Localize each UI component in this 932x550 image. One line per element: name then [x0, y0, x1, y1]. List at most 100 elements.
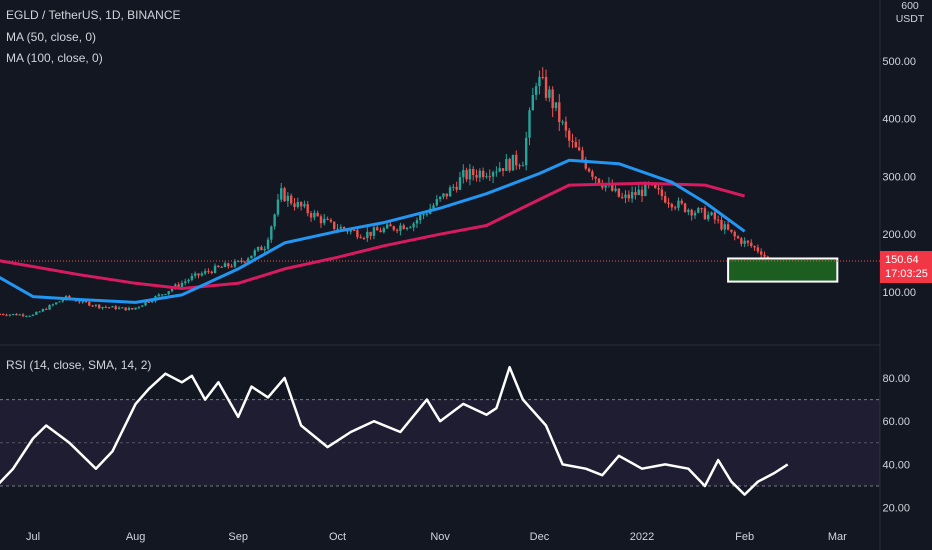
candle-body — [640, 189, 644, 196]
candle-body — [521, 165, 525, 167]
candle-body — [233, 261, 237, 267]
ma100-legend[interactable]: MA (100, close, 0) — [6, 51, 103, 65]
candle-body — [283, 188, 286, 202]
candle-body — [465, 169, 468, 180]
candle-body — [425, 213, 429, 215]
candle-body — [203, 271, 207, 274]
candle-body — [220, 266, 223, 268]
candle-body — [448, 187, 452, 197]
candle-body — [237, 260, 240, 262]
candle-body — [243, 261, 247, 263]
candle-body — [306, 204, 309, 214]
candle-body — [637, 189, 640, 196]
candle-body — [293, 203, 296, 207]
candle-body — [468, 168, 472, 180]
candle-body — [329, 219, 333, 222]
candle-body — [319, 216, 323, 224]
candle-body — [376, 227, 379, 231]
candle-body — [594, 176, 597, 179]
candle-body — [167, 291, 170, 294]
candle-body — [38, 311, 41, 313]
candle-body — [591, 171, 594, 177]
candle-body — [558, 102, 561, 123]
candle-body — [210, 271, 213, 273]
candle-body — [491, 172, 495, 177]
candle-body — [472, 168, 475, 176]
price-top-label: 600 — [901, 0, 919, 12]
candle-body — [644, 183, 647, 196]
candle-body — [150, 300, 154, 303]
time-tick-label: Nov — [430, 531, 450, 543]
candle-body — [157, 294, 160, 297]
candle-body — [289, 195, 293, 204]
candle-body — [342, 227, 346, 230]
price-tick-label: 400.00 — [882, 114, 916, 126]
candle-body — [91, 305, 94, 307]
candle-body — [498, 168, 501, 172]
candle-body — [184, 281, 187, 283]
candle-body — [54, 302, 58, 305]
candle-body — [359, 237, 362, 239]
candle-body — [667, 202, 670, 204]
candle-body — [495, 171, 498, 173]
candle-body — [664, 196, 667, 203]
candle-body — [750, 242, 753, 247]
candle-body — [246, 258, 250, 262]
candle-body — [280, 188, 283, 200]
candle-body — [584, 159, 587, 169]
candle-body — [299, 201, 303, 207]
rsi-tick-label: 60.00 — [882, 416, 910, 428]
candle-body — [624, 194, 627, 198]
candle-body — [760, 251, 763, 255]
candle-body — [117, 307, 121, 310]
ma50-legend[interactable]: MA (50, close, 0) — [6, 30, 97, 44]
candle-body — [356, 230, 359, 238]
candle-body — [28, 315, 31, 317]
candle-body — [190, 275, 194, 280]
candle-body — [333, 221, 336, 229]
candle-body — [670, 203, 674, 208]
candle-body — [187, 279, 190, 282]
candle-body — [144, 301, 147, 306]
candle-body — [98, 304, 101, 309]
candle-body — [700, 208, 703, 210]
candle-body — [634, 192, 637, 196]
candle-body — [316, 212, 319, 217]
candle-body — [538, 76, 541, 87]
candle-body — [740, 238, 743, 244]
candle-body — [458, 177, 462, 190]
candle-body — [697, 208, 700, 213]
candle-body — [630, 192, 634, 199]
candle-body — [263, 248, 266, 251]
candle-body — [445, 193, 448, 197]
candle-body — [435, 199, 439, 206]
candle-body — [45, 309, 48, 311]
candle-body — [597, 178, 601, 184]
candle-body — [227, 263, 230, 267]
price-tick-label: 500.00 — [882, 56, 916, 68]
candle-body — [124, 307, 127, 311]
currency-label: 600 USDT — [890, 0, 930, 26]
candle-body — [620, 196, 624, 198]
rsi-legend[interactable]: RSI (14, close, SMA, 14, 2) — [6, 358, 152, 372]
candle-body — [746, 240, 750, 243]
symbol-legend[interactable]: EGLD / TetherUS, 1D, BINANCE — [6, 8, 181, 22]
candle-body — [571, 140, 574, 142]
candle-body — [240, 260, 243, 262]
candle-body — [687, 209, 690, 212]
candle-body — [534, 86, 538, 96]
candle-body — [518, 165, 521, 167]
moving-averages — [0, 158, 746, 304]
price-tick-label: 100.00 — [882, 287, 916, 299]
candle-body — [78, 301, 81, 303]
candle-body — [703, 208, 707, 220]
candle-body — [5, 314, 8, 316]
candle-body — [515, 154, 518, 166]
candle-body — [273, 214, 276, 227]
candle-body — [253, 250, 256, 256]
candle-body — [81, 300, 84, 303]
time-tick-label: Jul — [26, 531, 40, 543]
candle-body — [213, 265, 217, 273]
time-tick-label: Sep — [228, 531, 248, 543]
